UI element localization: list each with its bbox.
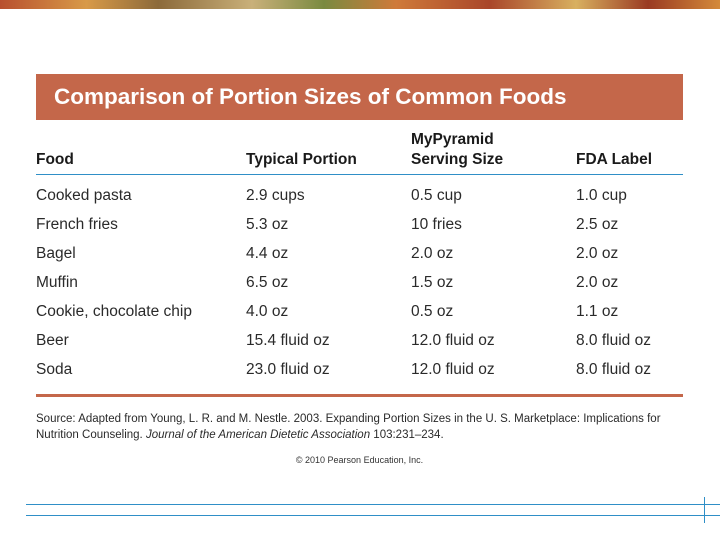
- fda-label-cell: 2.5 oz: [576, 216, 619, 233]
- footer-divider-line: [26, 515, 720, 516]
- typical-portion-cell: 4.4 oz: [246, 245, 289, 262]
- typical-portion-cell: 4.0 oz: [246, 303, 289, 320]
- table-row: Muffin 6.5 oz 1.5 oz 2.0 oz: [36, 268, 683, 297]
- typical-portion-cell: 23.0 fluid oz: [246, 361, 330, 378]
- typical-portion-cell: 6.5 oz: [246, 274, 289, 291]
- source-citation: Source: Adapted from Young, L. R. and M.…: [36, 411, 683, 443]
- food-cell: Bagel: [36, 245, 76, 262]
- table-bottom-rule: [36, 394, 683, 397]
- serving-size-cell: 12.0 fluid oz: [411, 332, 495, 349]
- serving-size-cell: 12.0 fluid oz: [411, 361, 495, 378]
- serving-size-cell: 1.5 oz: [411, 274, 454, 291]
- table-row: Cookie, chocolate chip 4.0 oz 0.5 oz 1.1…: [36, 297, 683, 326]
- footer-tick-mark: [704, 497, 705, 523]
- fda-label-cell: 2.0 oz: [576, 245, 619, 262]
- fda-label-cell: 8.0 fluid oz: [576, 361, 651, 378]
- table-row: Cooked pasta 2.9 cups 0.5 cup 1.0 cup: [36, 175, 683, 211]
- decorative-food-banner: [0, 0, 720, 9]
- table-title: Comparison of Portion Sizes of Common Fo…: [36, 74, 683, 120]
- column-header-mypyramid-serving: MyPyramid Serving Size: [411, 120, 576, 175]
- source-text: Source: Adapted from Young, L. R. and M.…: [36, 413, 661, 441]
- portion-table: Food Typical Portion MyPyramid Serving S…: [36, 120, 683, 384]
- table-header-row: Food Typical Portion MyPyramid Serving S…: [36, 120, 683, 175]
- food-cell: French fries: [36, 216, 118, 233]
- table-row: Bagel 4.4 oz 2.0 oz 2.0 oz: [36, 239, 683, 268]
- fda-label-cell: 2.0 oz: [576, 274, 619, 291]
- table-row: Soda 23.0 fluid oz 12.0 fluid oz 8.0 flu…: [36, 355, 683, 384]
- food-cell: Beer: [36, 332, 69, 349]
- column-header-food: Food: [36, 151, 74, 168]
- food-cell: Cooked pasta: [36, 187, 132, 204]
- typical-portion-cell: 2.9 cups: [246, 187, 305, 204]
- serving-size-cell: 2.0 oz: [411, 245, 454, 262]
- footer-divider-line: [26, 504, 720, 505]
- column-header-mypyramid-line2: Serving Size: [411, 151, 504, 168]
- table-row: French fries 5.3 oz 10 fries 2.5 oz: [36, 210, 683, 239]
- table-row: Beer 15.4 fluid oz 12.0 fluid oz 8.0 flu…: [36, 326, 683, 355]
- portion-comparison-table-card: Comparison of Portion Sizes of Common Fo…: [36, 74, 683, 465]
- food-cell: Cookie, chocolate chip: [36, 303, 192, 320]
- serving-size-cell: 0.5 cup: [411, 187, 462, 204]
- serving-size-cell: 0.5 oz: [411, 303, 454, 320]
- typical-portion-cell: 15.4 fluid oz: [246, 332, 330, 349]
- source-pages: 103:231–234.: [370, 429, 444, 441]
- food-cell: Soda: [36, 361, 73, 378]
- serving-size-cell: 10 fries: [411, 216, 462, 233]
- fda-label-cell: 1.0 cup: [576, 187, 627, 204]
- food-cell: Muffin: [36, 274, 78, 291]
- copyright-notice: © 2010 Pearson Education, Inc.: [295, 455, 424, 465]
- fda-label-cell: 8.0 fluid oz: [576, 332, 651, 349]
- fda-label-cell: 1.1 oz: [576, 303, 619, 320]
- column-header-typical-portion: Typical Portion: [246, 151, 357, 168]
- column-header-mypyramid-line1: MyPyramid: [411, 131, 494, 148]
- typical-portion-cell: 5.3 oz: [246, 216, 289, 233]
- column-header-fda-label: FDA Label: [576, 151, 653, 168]
- source-journal: Journal of the American Dietetic Associa…: [145, 429, 371, 441]
